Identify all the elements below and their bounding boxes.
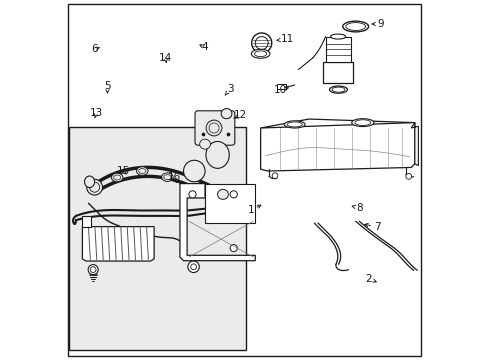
Circle shape [218, 190, 227, 199]
Circle shape [271, 173, 277, 179]
Ellipse shape [111, 173, 122, 182]
Circle shape [207, 145, 227, 165]
Text: 12: 12 [233, 111, 247, 121]
Ellipse shape [331, 87, 344, 92]
Text: 16: 16 [167, 172, 181, 183]
Polygon shape [180, 184, 255, 261]
Text: 6: 6 [91, 44, 99, 54]
Ellipse shape [199, 139, 210, 149]
Text: 5: 5 [104, 81, 111, 93]
Text: 11: 11 [276, 34, 294, 44]
Polygon shape [260, 123, 414, 171]
Circle shape [190, 264, 196, 270]
Circle shape [255, 37, 267, 49]
Ellipse shape [251, 49, 269, 58]
Ellipse shape [84, 176, 94, 188]
Polygon shape [204, 184, 255, 223]
Bar [325, 37, 350, 62]
Bar [69, 127, 245, 350]
Circle shape [90, 267, 96, 273]
Ellipse shape [342, 21, 368, 32]
Bar [276, 84, 285, 89]
Text: 2: 2 [364, 274, 375, 284]
Circle shape [230, 191, 237, 198]
Circle shape [89, 182, 100, 192]
Ellipse shape [113, 175, 121, 180]
Ellipse shape [217, 189, 228, 199]
Ellipse shape [205, 141, 229, 168]
Text: 15: 15 [117, 166, 130, 176]
Text: 14: 14 [159, 53, 172, 63]
Text: 3: 3 [224, 84, 234, 95]
Circle shape [86, 179, 102, 195]
Ellipse shape [139, 168, 145, 174]
Ellipse shape [286, 122, 302, 127]
Text: 13: 13 [90, 108, 103, 118]
Polygon shape [410, 123, 418, 166]
Ellipse shape [345, 23, 365, 31]
Ellipse shape [354, 120, 370, 126]
Text: 10: 10 [273, 85, 288, 95]
Text: 1: 1 [247, 205, 261, 216]
Circle shape [183, 160, 204, 182]
Circle shape [188, 191, 196, 198]
Circle shape [187, 261, 199, 273]
Ellipse shape [221, 109, 231, 119]
Ellipse shape [163, 175, 171, 180]
Bar [323, 62, 352, 83]
Circle shape [88, 265, 98, 275]
Circle shape [208, 123, 219, 133]
Text: 8: 8 [351, 203, 362, 213]
FancyBboxPatch shape [195, 111, 234, 145]
Ellipse shape [254, 51, 266, 57]
Bar [82, 216, 91, 226]
Text: 9: 9 [371, 19, 383, 29]
Ellipse shape [284, 121, 305, 128]
Text: 7: 7 [364, 222, 380, 231]
Circle shape [251, 33, 271, 53]
Circle shape [221, 109, 231, 119]
Circle shape [206, 120, 222, 136]
Polygon shape [260, 119, 414, 128]
Circle shape [405, 174, 411, 179]
Circle shape [230, 244, 237, 252]
Text: 4: 4 [200, 42, 208, 52]
Ellipse shape [351, 119, 373, 127]
Ellipse shape [330, 34, 345, 39]
Ellipse shape [162, 173, 173, 181]
Ellipse shape [329, 86, 346, 93]
Ellipse shape [136, 167, 148, 175]
Polygon shape [82, 226, 154, 261]
